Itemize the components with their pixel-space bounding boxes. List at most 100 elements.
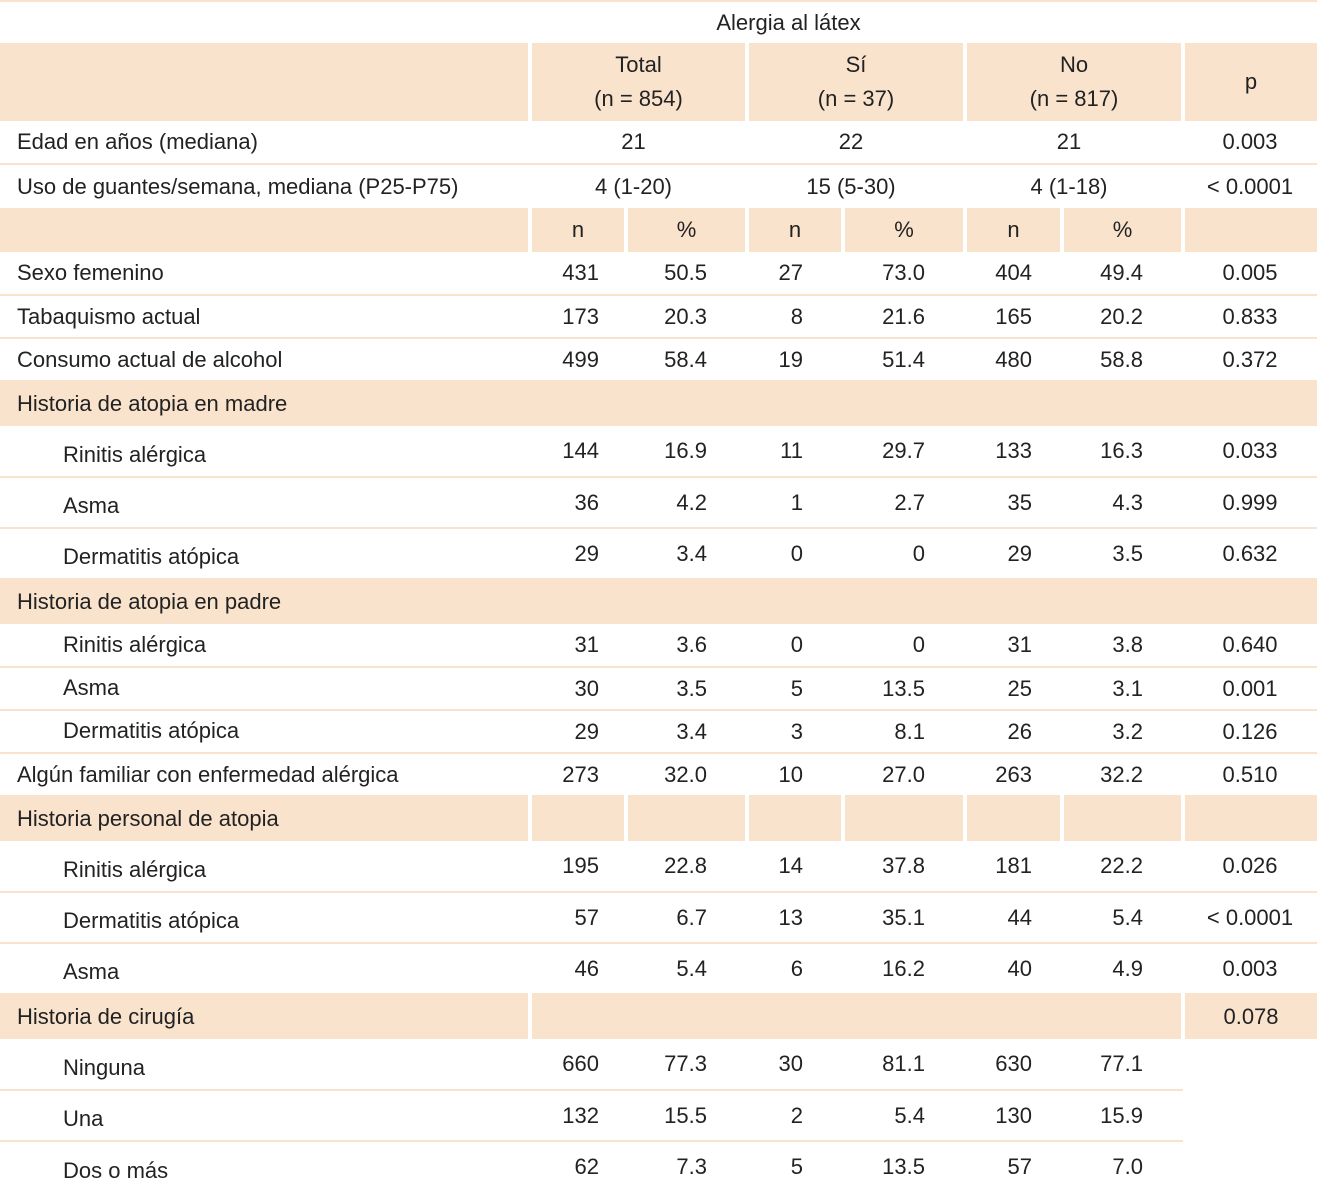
row-label: Una [0, 1090, 530, 1142]
section-row: Historia de atopia en padre [0, 579, 1317, 624]
pct-cell: 3.4 [626, 528, 747, 580]
p-value: < 0.0001 [1206, 173, 1294, 199]
row-label: Ninguna [0, 1039, 530, 1091]
n-cell: 57 [530, 892, 626, 944]
p-value: 0.026 [1183, 841, 1317, 893]
section-row: Historia de cirugía 0.078 [0, 994, 1317, 1039]
pct-cell: 13.5 [843, 667, 965, 711]
p-value: 0.001 [1183, 667, 1317, 711]
n-cell: 3 [747, 710, 843, 754]
pct-cell: 73.0 [843, 252, 965, 296]
pct-cell: 7.0 [1112, 1154, 1143, 1179]
row-label: Algún familiar con enfermedad alérgica [0, 753, 530, 797]
pct-cell: 0 [843, 528, 965, 580]
cell: 4 (1-18) [1030, 173, 1108, 199]
p-value: 0.510 [1183, 753, 1317, 797]
n-cell: 25 [965, 667, 1062, 711]
p-value: 0.833 [1183, 295, 1317, 339]
row-label: Dermatitis atópica [0, 528, 530, 580]
data-row: Una 132 15.5 2 5.4 130 15.9 [0, 1090, 1317, 1142]
p-value: 0.005 [1183, 252, 1317, 296]
n-cell: 0 [747, 624, 843, 668]
pct-cell: 3.5 [1062, 528, 1183, 580]
p-header: p [1183, 43, 1317, 121]
row-label: Rinitis alérgica [0, 841, 530, 893]
pct-cell: 6.7 [626, 892, 747, 944]
n-cell: 130 [965, 1090, 1062, 1142]
pct-header: % [1062, 208, 1185, 252]
p-value: 0.632 [1183, 528, 1317, 580]
n-cell: 5 [790, 1154, 803, 1179]
cell: 21 [965, 121, 1183, 165]
n-cell: 263 [965, 753, 1062, 797]
n-cell: 30 [747, 1039, 843, 1091]
section-label: Historia de atopia en padre [0, 579, 1317, 624]
p-value: 0.078 [1183, 994, 1317, 1039]
n-cell: 8 [747, 295, 843, 339]
n-cell: 165 [965, 295, 1062, 339]
n-cell: 404 [965, 252, 1062, 296]
pct-cell: 22.2 [1062, 841, 1183, 893]
row-label: Consumo actual de alcohol [0, 338, 530, 382]
n-cell: 29 [530, 528, 626, 580]
pct-cell: 35.1 [843, 892, 965, 944]
data-row: Rinitis alérgica 195 22.8 14 37.8 181 22.2 0.02… [0, 841, 1317, 893]
pct-cell: 49.4 [1062, 252, 1183, 296]
n-cell: 1 [747, 477, 843, 529]
n-header: n [965, 208, 1064, 252]
pct-cell: 77.1 [1062, 1039, 1183, 1091]
group-header-row: Total (n = 854) Sí (n = 37) No (n = 817) p [0, 43, 1317, 121]
pct-cell: 20.2 [1062, 295, 1183, 339]
row-label: Dermatitis atópica [0, 710, 530, 754]
pct-cell: 8.1 [843, 710, 965, 754]
n-cell: 660 [530, 1039, 626, 1091]
n-cell: 19 [747, 338, 843, 382]
pct-cell: 37.8 [843, 841, 965, 893]
row-label: Asma [0, 667, 530, 711]
n-header: n [747, 208, 845, 252]
pct-cell: 3.6 [626, 624, 747, 668]
data-row: Tabaquismo actual 173 20.3 8 21.6 165 20.2 0.83… [0, 295, 1317, 339]
n-cell: 480 [965, 338, 1062, 382]
p-value: < 0.0001 [1183, 892, 1317, 944]
n-cell: 62 [574, 1154, 599, 1179]
group-no: No (n = 817) [965, 43, 1185, 121]
pct-cell: 51.4 [843, 338, 965, 382]
summary-row: Uso de guantes/semana, mediana (P25-P75)… [0, 164, 1317, 208]
p-value: 0.003 [1183, 943, 1317, 995]
n-cell: 44 [965, 892, 1062, 944]
n-cell: 181 [965, 841, 1062, 893]
pct-cell: 16.2 [843, 943, 965, 995]
pct-cell: 5.4 [1062, 892, 1183, 944]
pct-header: % [843, 208, 967, 252]
n-cell: 26 [965, 710, 1062, 754]
pct-cell: 4.3 [1062, 477, 1183, 529]
n-cell: 29 [965, 528, 1062, 580]
n-cell: 273 [530, 753, 626, 797]
n-pct-header-row: n % n % n % [0, 208, 1317, 252]
row-label: Dos o más [63, 1158, 169, 1183]
n-cell: 11 [747, 426, 843, 478]
n-cell: 2 [747, 1090, 843, 1142]
row-label: Edad en años (mediana) [0, 121, 530, 165]
n-cell: 14 [747, 841, 843, 893]
pct-cell: 16.9 [626, 426, 747, 478]
row-label: Uso de guantes/semana, mediana (P25-P75) [17, 173, 459, 199]
n-cell: 0 [747, 528, 843, 580]
pct-cell: 5.4 [626, 943, 747, 995]
row-label: Dermatitis atópica [0, 892, 530, 944]
data-row: Asma 30 3.5 5 13.5 25 3.1 0.001 [0, 667, 1317, 711]
pct-cell: 29.7 [843, 426, 965, 478]
cell: 22 [747, 121, 965, 165]
data-row: Ninguna 660 77.3 30 81.1 630 77.1 [0, 1039, 1317, 1091]
pct-cell: 4.9 [1062, 943, 1183, 995]
row-label: Asma [0, 943, 530, 995]
n-cell: 35 [965, 477, 1062, 529]
pct-cell: 22.8 [626, 841, 747, 893]
data-row: Dermatitis atópica 57 6.7 13 35.1 44 5.4 < 0.00… [0, 892, 1317, 944]
cell: 21 [530, 121, 747, 165]
data-row: Rinitis alérgica 31 3.6 0 0 31 3.8 0.640 [0, 624, 1317, 668]
n-cell: 5 [747, 667, 843, 711]
n-cell: 31 [965, 624, 1062, 668]
